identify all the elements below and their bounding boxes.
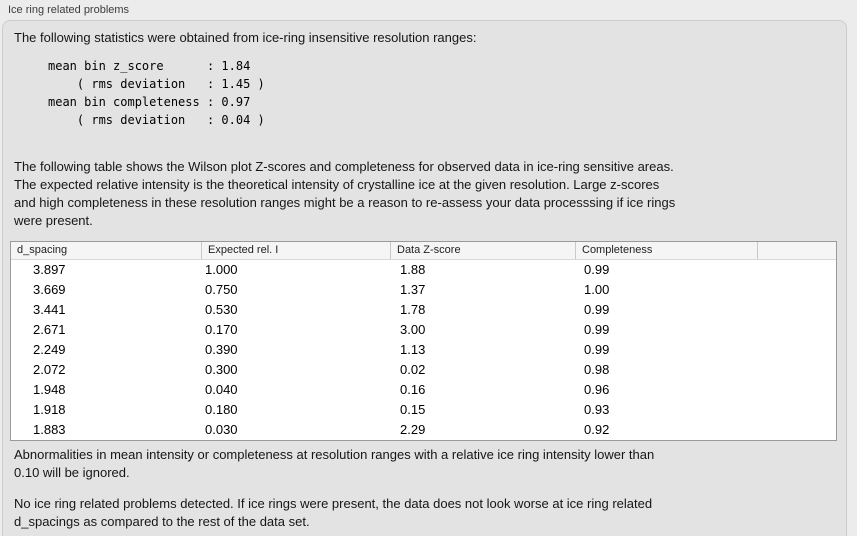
table-cell xyxy=(757,380,836,400)
table-cell: 0.99 xyxy=(584,322,610,337)
table-cell: 3.669 xyxy=(33,282,66,297)
table-cell: 0.530 xyxy=(205,302,238,317)
table-cell: 3.897 xyxy=(33,262,66,277)
table-cell xyxy=(757,260,836,280)
table-row[interactable]: 3.669 0.750 1.37 1.00 xyxy=(11,280,836,300)
table-cell: 0.390 xyxy=(205,342,238,357)
table-cell: 2.072 xyxy=(33,362,66,377)
intro-text: The following statistics were obtained f… xyxy=(14,30,477,45)
table-cell: 1.88 xyxy=(400,262,426,277)
table-cell: 0.030 xyxy=(205,422,238,437)
conclusion-text: No ice ring related problems detected. I… xyxy=(14,496,653,529)
column-header-d-spacing[interactable]: d_spacing xyxy=(17,244,68,256)
table-cell: 0.98 xyxy=(584,362,610,377)
table-row[interactable]: 3.897 1.000 1.88 0.99 xyxy=(11,260,836,280)
table-cell: 2.249 xyxy=(33,342,66,357)
table-cell: 0.180 xyxy=(205,402,238,417)
table-row[interactable]: 2.072 0.300 0.02 0.98 xyxy=(11,360,836,380)
table-cell: 0.170 xyxy=(205,322,238,337)
table-cell: 1.948 xyxy=(33,382,66,397)
table-cell: 0.96 xyxy=(584,382,610,397)
table-cell xyxy=(757,400,836,420)
table-cell: 0.300 xyxy=(205,362,238,377)
table-cell xyxy=(757,300,836,320)
table-cell xyxy=(757,420,836,440)
table-row[interactable]: 2.671 0.170 3.00 0.99 xyxy=(11,320,836,340)
table-cell: 2.671 xyxy=(33,322,66,337)
table-row[interactable]: 1.883 0.030 2.29 0.92 xyxy=(11,420,836,440)
table-header-row: d_spacing Expected rel. I Data Z-score C… xyxy=(11,242,836,260)
table-cell xyxy=(757,280,836,300)
table-description: The following table shows the Wilson plo… xyxy=(14,159,676,228)
table-cell: 0.99 xyxy=(584,342,610,357)
table-cell: 0.99 xyxy=(584,262,610,277)
table-cell: 2.29 xyxy=(400,422,426,437)
table-cell: 0.92 xyxy=(584,422,610,437)
column-header-data-z-score[interactable]: Data Z-score xyxy=(390,242,575,259)
table-cell: 1.000 xyxy=(205,262,238,277)
table-cell xyxy=(757,340,836,360)
table-cell: 0.02 xyxy=(400,362,426,377)
table-cell: 0.15 xyxy=(400,402,426,417)
table-cell: 1.918 xyxy=(33,402,66,417)
stats-block: mean bin z_score : 1.84 ( rms deviation … xyxy=(48,59,265,127)
table-row[interactable]: 3.441 0.530 1.78 0.99 xyxy=(11,300,836,320)
table-body: 3.897 1.000 1.88 0.99 3.669 0.750 1.37 1.00 3.44… xyxy=(11,260,836,440)
column-header-empty xyxy=(757,242,836,259)
ice-ring-table[interactable]: d_spacing Expected rel. I Data Z-score C… xyxy=(10,241,837,441)
table-cell: 0.99 xyxy=(584,302,610,317)
table-cell xyxy=(757,320,836,340)
table-row[interactable]: 2.249 0.390 1.13 0.99 xyxy=(11,340,836,360)
table-cell: 1.883 xyxy=(33,422,66,437)
table-row[interactable]: 1.918 0.180 0.15 0.93 xyxy=(11,400,836,420)
ice-ring-groupbox: The following statistics were obtained f… xyxy=(2,20,847,536)
table-cell: 3.00 xyxy=(400,322,426,337)
column-header-expected-rel-i[interactable]: Expected rel. I xyxy=(201,242,390,259)
table-cell: 3.441 xyxy=(33,302,66,317)
table-cell: 1.37 xyxy=(400,282,426,297)
panel-title: Ice ring related problems xyxy=(8,4,130,16)
table-cell xyxy=(757,360,836,380)
table-cell: 0.750 xyxy=(205,282,238,297)
table-cell: 1.00 xyxy=(584,282,610,297)
table-cell: 1.13 xyxy=(400,342,426,357)
table-cell: 1.78 xyxy=(400,302,426,317)
table-cell: 0.040 xyxy=(205,382,238,397)
table-row[interactable]: 1.948 0.040 0.16 0.96 xyxy=(11,380,836,400)
table-cell: 0.16 xyxy=(400,382,426,397)
table-cell: 0.93 xyxy=(584,402,610,417)
ignore-note: Abnormalities in mean intensity or compl… xyxy=(14,447,655,480)
column-header-completeness[interactable]: Completeness xyxy=(575,242,757,259)
